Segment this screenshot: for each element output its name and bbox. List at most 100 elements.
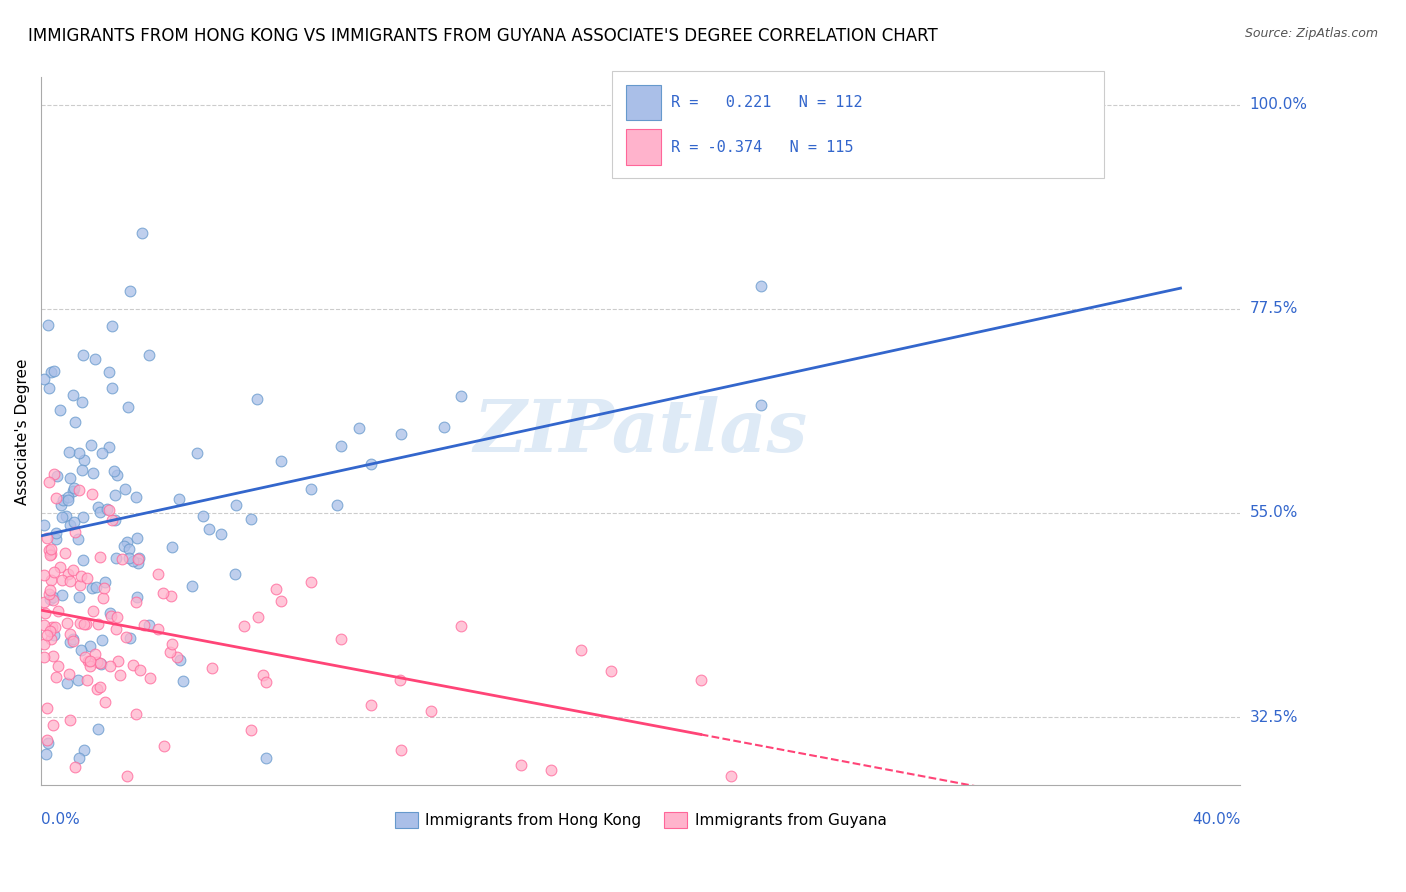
Point — [79, 654, 101, 668]
Point — [38, 548, 60, 562]
Point — [38, 587, 60, 601]
Point — [389, 426, 412, 441]
Point — [389, 673, 412, 688]
Point — [299, 482, 322, 496]
Point — [55, 509, 77, 524]
Point — [93, 581, 115, 595]
Point — [90, 632, 112, 647]
Point — [100, 606, 122, 620]
Point — [270, 594, 292, 608]
Point — [240, 511, 263, 525]
Point — [72, 348, 94, 362]
Point — [93, 695, 115, 709]
Point — [389, 742, 412, 756]
Point — [117, 400, 139, 414]
Point — [91, 446, 114, 460]
Point — [98, 502, 121, 516]
Point — [138, 348, 160, 362]
Point — [97, 365, 120, 379]
Point — [58, 491, 80, 505]
Point — [450, 618, 472, 632]
Point — [162, 637, 184, 651]
Point — [115, 535, 138, 549]
Point — [46, 604, 69, 618]
Point — [224, 566, 246, 581]
Point — [49, 403, 72, 417]
Point — [148, 566, 170, 581]
Point — [270, 453, 292, 467]
Point — [79, 438, 101, 452]
Point — [59, 634, 82, 648]
Text: R = -0.374   N = 115: R = -0.374 N = 115 — [671, 140, 853, 154]
Point — [96, 501, 118, 516]
Point — [37, 318, 59, 332]
Point — [62, 632, 84, 646]
Point — [90, 657, 112, 671]
Point — [160, 590, 183, 604]
Point — [39, 541, 62, 556]
Point — [53, 546, 76, 560]
Point — [201, 661, 224, 675]
Point — [266, 582, 288, 597]
Point — [32, 617, 55, 632]
Point — [32, 568, 55, 582]
Point — [169, 491, 191, 506]
Point — [42, 648, 65, 663]
Point — [360, 457, 382, 471]
Point — [433, 420, 456, 434]
Point — [82, 466, 104, 480]
Point — [749, 279, 772, 293]
Point — [162, 540, 184, 554]
Point — [82, 604, 104, 618]
Point — [39, 366, 62, 380]
Point — [70, 643, 93, 657]
Point — [105, 609, 128, 624]
Text: R =   0.221   N = 112: R = 0.221 N = 112 — [671, 95, 862, 110]
Point — [39, 547, 62, 561]
Point — [45, 670, 67, 684]
Point — [100, 608, 122, 623]
Point — [98, 659, 121, 673]
Point — [108, 668, 131, 682]
Point — [45, 532, 67, 546]
Text: 55.0%: 55.0% — [1250, 506, 1298, 520]
Point — [198, 522, 221, 536]
Point — [70, 463, 93, 477]
Point — [73, 650, 96, 665]
Point — [34, 372, 56, 386]
Point — [146, 622, 169, 636]
Point — [252, 668, 274, 682]
Point — [127, 590, 149, 604]
Text: Source: ZipAtlas.com: Source: ZipAtlas.com — [1244, 27, 1378, 40]
Point — [73, 452, 96, 467]
Point — [42, 592, 65, 607]
Point — [689, 673, 711, 688]
Point — [32, 650, 55, 665]
Point — [254, 675, 277, 690]
Text: 40.0%: 40.0% — [1192, 813, 1240, 827]
Point — [232, 619, 254, 633]
Point — [34, 607, 56, 621]
Point — [35, 628, 58, 642]
Point — [127, 557, 149, 571]
Point — [720, 769, 742, 783]
Point — [32, 595, 55, 609]
Point — [569, 643, 592, 657]
Point — [39, 624, 62, 638]
Point — [72, 395, 94, 409]
Point — [107, 654, 129, 668]
Text: 0.0%: 0.0% — [41, 813, 80, 827]
Point — [72, 510, 94, 524]
Point — [41, 620, 63, 634]
Point — [58, 667, 80, 681]
Point — [83, 351, 105, 366]
Point — [62, 563, 84, 577]
Point — [63, 415, 86, 429]
Point — [75, 617, 97, 632]
Point — [80, 486, 103, 500]
Point — [37, 736, 59, 750]
Point — [59, 517, 82, 532]
Point — [44, 565, 66, 579]
Point — [115, 630, 138, 644]
Point — [77, 654, 100, 668]
